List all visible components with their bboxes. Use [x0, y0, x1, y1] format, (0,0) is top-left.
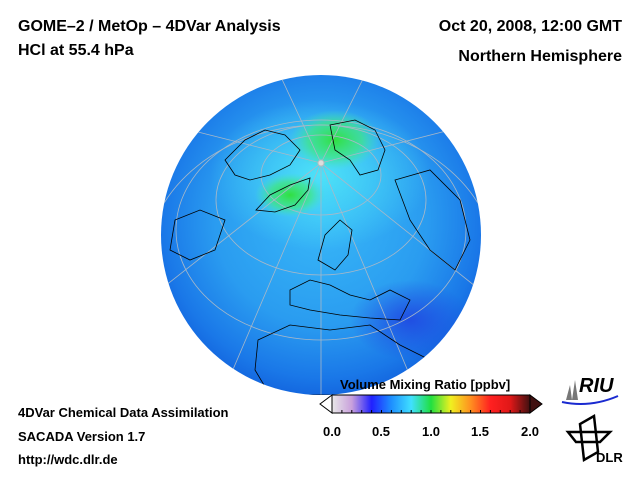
colorbar-under-arrow [319, 394, 333, 414]
europe-outline [289, 279, 411, 321]
colorbar-title: Volume Mixing Ratio [ppbv] [340, 377, 511, 392]
date-label: Oct 20, 2008, 12:00 GMT [438, 18, 622, 35]
asia-outline [394, 169, 471, 271]
colorbar-tick: 1.5 [470, 424, 490, 439]
dlr-logo-text: DLR [596, 450, 623, 465]
colorbar-tick: 1.0 [421, 424, 441, 439]
riu-logo-text: RIU [579, 375, 614, 397]
footer-url[interactable]: http://wdc.dlr.de [18, 452, 118, 467]
title-line1: GOME–2 / MetOp – 4DVar Analysis [18, 18, 281, 35]
north-pole-marker [317, 159, 325, 167]
colorbar-tick: 2.0 [520, 424, 540, 439]
footer-line1: 4DVar Chemical Data Assimilation [18, 405, 229, 420]
colorbar-tick: 0.5 [371, 424, 391, 439]
colorbar-tick: 0.0 [322, 424, 342, 439]
region-label: Northern Hemisphere [458, 48, 622, 65]
scandinavia-outline [317, 219, 353, 271]
colorbar-over-arrow [529, 394, 543, 414]
greenland-outline [255, 177, 311, 213]
graticule [161, 75, 481, 395]
dlr-logo [565, 413, 614, 463]
colorbar [319, 394, 543, 414]
title-line2: HCl at 55.4 hPa [18, 42, 134, 59]
coastlines [169, 119, 471, 395]
colorbar-frame [331, 394, 531, 414]
colorbar-gradient [332, 395, 530, 413]
riu-logo [561, 380, 619, 405]
max-hcl-region [290, 110, 380, 170]
africa-outline [254, 324, 431, 395]
low-hcl-region [350, 280, 470, 360]
america-outline [169, 209, 226, 261]
greenland-hcl-region [255, 173, 325, 217]
footer-line2: SACADA Version 1.7 [18, 429, 146, 444]
